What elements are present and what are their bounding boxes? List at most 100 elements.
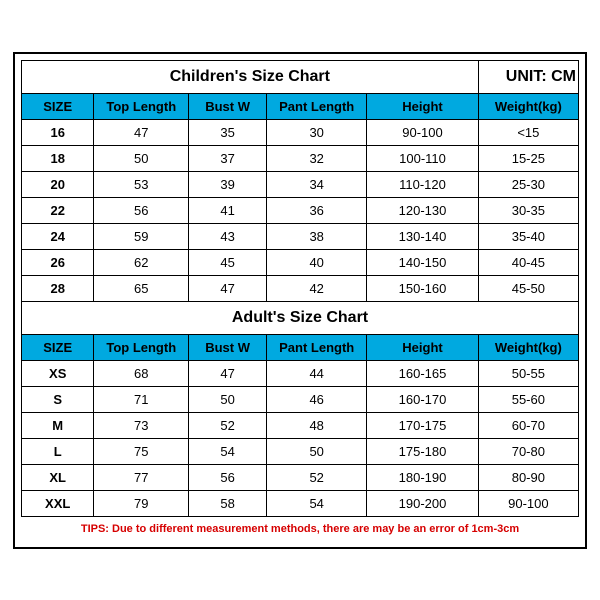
table-cell: 56: [94, 197, 189, 223]
table-cell: 44: [267, 360, 367, 386]
table-cell: 45-50: [478, 275, 578, 301]
column-header: SIZE: [22, 334, 94, 360]
table-cell: 46: [267, 386, 367, 412]
column-header: Weight(kg): [478, 93, 578, 119]
table-cell: 40: [267, 249, 367, 275]
table-cell: 52: [267, 464, 367, 490]
table-cell: 16: [22, 119, 94, 145]
table-cell: 24: [22, 223, 94, 249]
column-header: Height: [367, 93, 478, 119]
table-row: L755450175-18070-80: [22, 438, 579, 464]
table-cell: 59: [94, 223, 189, 249]
table-cell: 170-175: [367, 412, 478, 438]
table-row: XS684744160-16550-55: [22, 360, 579, 386]
size-chart-table: Children's Size ChartUNIT: CMSIZETop Len…: [21, 60, 579, 517]
table-cell: 43: [189, 223, 267, 249]
table-cell: 42: [267, 275, 367, 301]
table-cell: 50: [94, 145, 189, 171]
tips-text: TIPS: Due to different measurement metho…: [21, 517, 579, 541]
table-row: S715046160-17055-60: [22, 386, 579, 412]
table-cell: 70-80: [478, 438, 578, 464]
table-cell: 175-180: [367, 438, 478, 464]
column-header: Pant Length: [267, 93, 367, 119]
table-cell: 54: [189, 438, 267, 464]
table-cell: 50: [189, 386, 267, 412]
table-cell: 68: [94, 360, 189, 386]
table-cell: XL: [22, 464, 94, 490]
table-row: 1647353090-100<15: [22, 119, 579, 145]
table-cell: 47: [94, 119, 189, 145]
table-cell: 30: [267, 119, 367, 145]
table-row: M735248170-17560-70: [22, 412, 579, 438]
table-cell: 30-35: [478, 197, 578, 223]
table-cell: 150-160: [367, 275, 478, 301]
table-cell: 52: [189, 412, 267, 438]
table-cell: 56: [189, 464, 267, 490]
table-cell: M: [22, 412, 94, 438]
column-header: Top Length: [94, 334, 189, 360]
column-header: Pant Length: [267, 334, 367, 360]
table-cell: 39: [189, 171, 267, 197]
size-chart-container: Children's Size ChartUNIT: CMSIZETop Len…: [13, 52, 587, 549]
table-cell: 40-45: [478, 249, 578, 275]
table-cell: 190-200: [367, 490, 478, 516]
table-cell: 36: [267, 197, 367, 223]
table-cell: 73: [94, 412, 189, 438]
table-cell: 50: [267, 438, 367, 464]
table-cell: 45: [189, 249, 267, 275]
table-row: 22564136120-13030-35: [22, 197, 579, 223]
table-cell: 26: [22, 249, 94, 275]
table-cell: <15: [478, 119, 578, 145]
table-cell: 71: [94, 386, 189, 412]
table-cell: 34: [267, 171, 367, 197]
table-cell: 15-25: [478, 145, 578, 171]
table-row: XL775652180-19080-90: [22, 464, 579, 490]
table-row: 18503732100-11015-25: [22, 145, 579, 171]
table-cell: 32: [267, 145, 367, 171]
table-cell: 54: [267, 490, 367, 516]
table-row: 28654742150-16045-50: [22, 275, 579, 301]
column-header: Weight(kg): [478, 334, 578, 360]
table-cell: 41: [189, 197, 267, 223]
table-cell: 47: [189, 360, 267, 386]
table-cell: 55-60: [478, 386, 578, 412]
table-cell: 160-170: [367, 386, 478, 412]
table-cell: 28: [22, 275, 94, 301]
table-cell: 180-190: [367, 464, 478, 490]
table-cell: 160-165: [367, 360, 478, 386]
table-cell: 38: [267, 223, 367, 249]
column-header: Bust W: [189, 93, 267, 119]
column-header: SIZE: [22, 93, 94, 119]
table-cell: 18: [22, 145, 94, 171]
table-cell: 90-100: [478, 490, 578, 516]
table-row: XXL795854190-20090-100: [22, 490, 579, 516]
unit-label: UNIT: CM: [478, 60, 578, 93]
table-cell: 75: [94, 438, 189, 464]
table-cell: 65: [94, 275, 189, 301]
table-cell: 35: [189, 119, 267, 145]
table-cell: 79: [94, 490, 189, 516]
table-cell: 110-120: [367, 171, 478, 197]
table-cell: 22: [22, 197, 94, 223]
table-cell: 53: [94, 171, 189, 197]
table-cell: 140-150: [367, 249, 478, 275]
column-header: Top Length: [94, 93, 189, 119]
table-row: 26624540140-15040-45: [22, 249, 579, 275]
column-header: Height: [367, 334, 478, 360]
table-cell: L: [22, 438, 94, 464]
table-cell: 130-140: [367, 223, 478, 249]
table-cell: 58: [189, 490, 267, 516]
table-row: 20533934110-12025-30: [22, 171, 579, 197]
table-cell: 120-130: [367, 197, 478, 223]
table-cell: 62: [94, 249, 189, 275]
table-cell: 47: [189, 275, 267, 301]
table-cell: 25-30: [478, 171, 578, 197]
table-row: 24594338130-14035-40: [22, 223, 579, 249]
table-cell: S: [22, 386, 94, 412]
table-cell: 48: [267, 412, 367, 438]
column-header: Bust W: [189, 334, 267, 360]
table-cell: 50-55: [478, 360, 578, 386]
section-title: Children's Size Chart: [22, 60, 479, 93]
table-cell: 100-110: [367, 145, 478, 171]
table-cell: 90-100: [367, 119, 478, 145]
